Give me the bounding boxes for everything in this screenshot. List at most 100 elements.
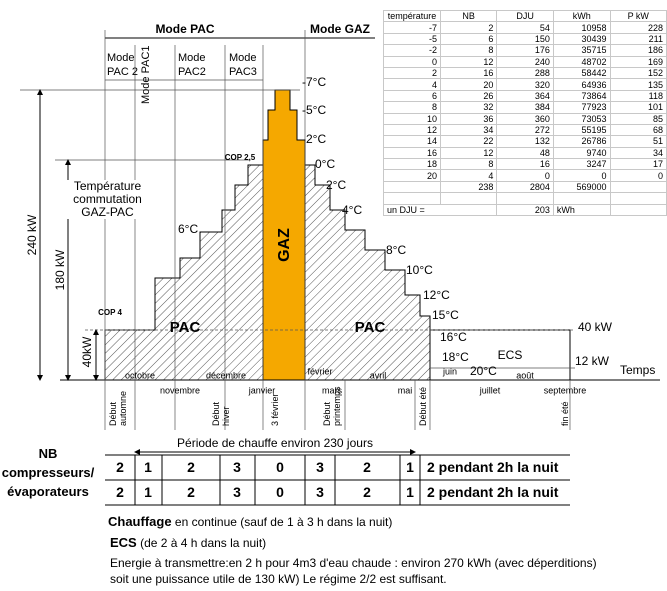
table-total: 238 bbox=[439, 180, 498, 194]
table-cell: 35715 bbox=[552, 44, 611, 57]
table-cell: 55195 bbox=[552, 123, 611, 137]
note: Chauffage en continue (sauf de 1 à 3 h d… bbox=[108, 514, 392, 529]
table-header: P kW bbox=[609, 9, 667, 23]
table-cell: 12 bbox=[439, 55, 498, 68]
table-total: 2804 bbox=[496, 180, 554, 194]
temperature-label: 16°C bbox=[440, 330, 467, 344]
mode-title: Mode bbox=[107, 52, 135, 64]
table-cell bbox=[496, 192, 554, 205]
table-cell: 14 bbox=[383, 135, 441, 148]
month-label: mars bbox=[322, 385, 342, 395]
pac-label: PAC bbox=[170, 319, 201, 336]
table-cell: 8 bbox=[439, 158, 498, 171]
table-cell: 240 bbox=[496, 55, 554, 68]
table-cell: 54 bbox=[496, 21, 554, 34]
table-cell: 0 bbox=[552, 169, 611, 182]
temperature-label: 6°C bbox=[178, 222, 198, 236]
month-label: juillet bbox=[479, 385, 501, 395]
pac-label: PAC bbox=[355, 319, 386, 336]
table-cell: 211 bbox=[609, 32, 667, 46]
nb-note: 2 pendant 2h la nuit bbox=[427, 459, 559, 475]
nb-cell: 2 bbox=[363, 484, 371, 500]
month-label: avril bbox=[370, 370, 387, 380]
mode-pac: Mode PAC bbox=[155, 22, 214, 36]
gaz-label: GAZ bbox=[276, 228, 293, 262]
nb-cell: 0 bbox=[276, 484, 284, 500]
table-cell: 228 bbox=[609, 21, 667, 34]
nb-cell: 1 bbox=[406, 484, 414, 500]
table-row bbox=[383, 192, 667, 205]
table-cell: 101 bbox=[609, 101, 667, 114]
dju-label: un DJU = bbox=[383, 203, 441, 217]
temperature-label: 18°C bbox=[442, 350, 469, 364]
temperature-label: 2°C bbox=[326, 178, 346, 192]
hatched-left bbox=[104, 164, 264, 381]
table-cell: 73864 bbox=[552, 89, 611, 103]
table-cell: 51 bbox=[609, 135, 667, 148]
table-header: NB bbox=[439, 9, 498, 23]
nb-cell: 3 bbox=[316, 459, 324, 475]
table-cell: 8 bbox=[383, 101, 441, 114]
table-cell: 360 bbox=[496, 112, 554, 125]
table-row: température NB DJU kWh P kW bbox=[383, 9, 667, 23]
period-label: Période de chauffe environ 230 jours bbox=[177, 436, 373, 450]
temperature-label: 4°C bbox=[342, 203, 362, 217]
nb-grid bbox=[105, 454, 570, 506]
table-cell bbox=[383, 180, 441, 194]
table-cell: 288 bbox=[496, 66, 554, 80]
table-cell: 85 bbox=[609, 112, 667, 125]
hatched-right bbox=[304, 164, 431, 381]
table-cell: 22 bbox=[439, 135, 498, 148]
table-cell: 30439 bbox=[552, 32, 611, 46]
table-row: 238 2804 569000 bbox=[383, 180, 667, 194]
guides bbox=[20, 30, 660, 506]
table-row: 14 22 132 26786 51 bbox=[383, 135, 667, 148]
mode-name: PAC1 bbox=[140, 45, 152, 74]
data-table: température NB DJU kWh P kW -7 2 54 10958 228 -5 6 1… bbox=[383, 9, 667, 217]
note: ECS (de 2 à 4 h dans la nuit) bbox=[110, 535, 266, 550]
mode-name: PAC2 bbox=[178, 66, 206, 78]
month-label: juin bbox=[442, 366, 457, 376]
mode-gaz: Mode GAZ bbox=[310, 22, 370, 36]
nb-note: 2 pendant 2h la nuit bbox=[427, 484, 559, 500]
power-label: 180 kW bbox=[53, 249, 67, 290]
table-cell: 6 bbox=[439, 32, 498, 46]
table-cell: 16 bbox=[439, 66, 498, 80]
table-cell: 118 bbox=[609, 89, 667, 103]
table-cell: 48 bbox=[496, 146, 554, 160]
table-cell: 2 bbox=[383, 66, 441, 80]
power-label: 12 kW bbox=[575, 354, 610, 368]
table-cell: 0 bbox=[496, 169, 554, 182]
note-bold: ECS bbox=[110, 535, 137, 550]
table-cell: 10958 bbox=[552, 21, 611, 34]
table-cell: 6 bbox=[383, 89, 441, 103]
temperature-label: 15°C bbox=[432, 308, 459, 322]
axis-label: Temps bbox=[620, 363, 655, 377]
table-row: 0 12 240 48702 169 bbox=[383, 55, 667, 68]
table-cell: 20 bbox=[383, 169, 441, 182]
table-cell: 16 bbox=[496, 158, 554, 171]
nb-cell: 2 bbox=[116, 484, 124, 500]
table-cell: -2 bbox=[383, 44, 441, 57]
table-cell: 64936 bbox=[552, 78, 611, 91]
nb-cell: 1 bbox=[406, 459, 414, 475]
mode-name: PAC 2 bbox=[107, 66, 138, 78]
temperature-label: 8°C bbox=[386, 243, 406, 257]
table-cell: 32 bbox=[439, 101, 498, 114]
table-cell: 320 bbox=[496, 78, 554, 91]
marker-label: Début automne bbox=[108, 390, 128, 426]
table-cell: 36 bbox=[439, 112, 498, 125]
marker-label: Début été bbox=[418, 386, 428, 426]
table-header: DJU bbox=[496, 9, 554, 23]
mode-title: Mode bbox=[140, 76, 152, 104]
table-cell: 0 bbox=[383, 55, 441, 68]
table-cell bbox=[440, 203, 498, 217]
table-cell: 4 bbox=[383, 78, 441, 91]
mode-title: Mode bbox=[178, 52, 206, 64]
marker-label: fin été bbox=[560, 401, 570, 426]
month-label: décembre bbox=[206, 370, 246, 380]
temperature-label: 0°C bbox=[315, 157, 335, 171]
table-cell: 4 bbox=[439, 169, 498, 182]
